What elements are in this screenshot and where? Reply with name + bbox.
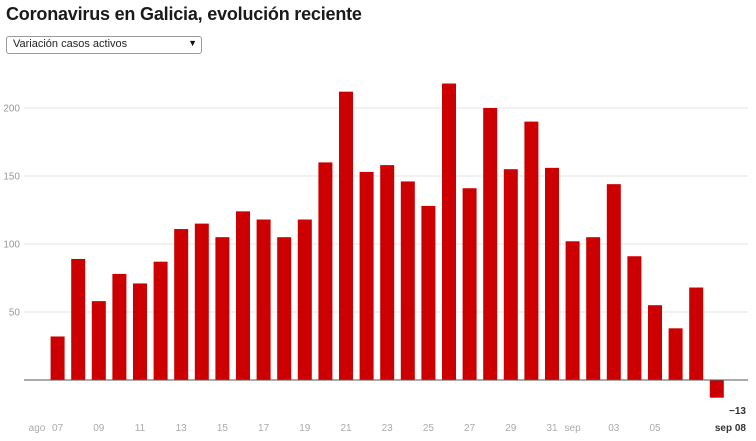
- bar-ago-27[interactable]: [462, 188, 477, 380]
- y-tick-label: 100: [3, 240, 20, 251]
- bar-sep-06[interactable]: [668, 328, 683, 380]
- x-tick-label: 11: [135, 423, 146, 434]
- bar-ago-09[interactable]: [91, 301, 106, 380]
- bars: [50, 83, 724, 398]
- x-tick-label: 13: [176, 423, 188, 434]
- x-axis-ticks: ago 07 09 11 13 15 17 19 21 23 25 27 29 31 sep 03 05 sep …: [29, 423, 747, 434]
- bar-sep-01[interactable]: [565, 241, 580, 380]
- data-labels: −13: [729, 406, 746, 417]
- bar-ago-17[interactable]: [256, 219, 271, 380]
- bar-sep-04[interactable]: [627, 256, 642, 380]
- bar-ago-20[interactable]: [318, 162, 333, 380]
- x-tick-label: 19: [299, 423, 311, 434]
- bar-sep-02[interactable]: [586, 237, 601, 380]
- x-tick-label: sep 08: [715, 423, 747, 434]
- x-tick-label: 31: [546, 423, 558, 434]
- x-tick-label: ago: [29, 423, 46, 434]
- x-tick-label: 05: [649, 423, 661, 434]
- bar-sep-03[interactable]: [606, 184, 621, 380]
- x-tick-label: 27: [464, 423, 476, 434]
- bar-ago-26[interactable]: [442, 83, 456, 381]
- x-tick-label: 09: [93, 423, 105, 434]
- y-tick-label: 50: [9, 308, 21, 319]
- bar-ago-16[interactable]: [236, 211, 250, 380]
- last-value-label: −13: [729, 406, 746, 417]
- bar-ago-22[interactable]: [359, 171, 374, 380]
- bar-ago-12[interactable]: [153, 261, 168, 380]
- y-tick-label: 150: [3, 172, 20, 183]
- x-tick-label: 21: [340, 423, 352, 434]
- x-tick-label: 25: [423, 423, 435, 434]
- x-tick-label: 03: [608, 423, 620, 434]
- bar-ago-15[interactable]: [215, 237, 230, 380]
- bar-sep-08[interactable]: [709, 380, 724, 398]
- x-tick-label: 23: [382, 423, 394, 434]
- bar-sep-05[interactable]: [648, 305, 662, 380]
- bar-ago-07[interactable]: [50, 336, 65, 380]
- bar-ago-10[interactable]: [112, 273, 127, 380]
- bar-ago-14[interactable]: [194, 223, 209, 380]
- bar-ago-25[interactable]: [421, 205, 436, 380]
- x-tick-label: sep: [565, 423, 582, 434]
- chevron-down-icon: ▼: [188, 38, 197, 48]
- x-tick-label: 17: [258, 423, 270, 434]
- x-tick-label: 29: [505, 423, 517, 434]
- bar-ago-31[interactable]: [545, 167, 559, 380]
- y-axis-ticks: 50 100 150 200: [3, 104, 20, 319]
- bar-ago-30[interactable]: [524, 121, 539, 380]
- x-tick-label: 07: [52, 423, 64, 434]
- bar-ago-28[interactable]: [483, 108, 498, 380]
- bar-ago-21[interactable]: [339, 91, 353, 381]
- bar-ago-13[interactable]: [174, 229, 189, 380]
- bar-ago-24[interactable]: [400, 181, 415, 380]
- bar-ago-19[interactable]: [297, 219, 312, 380]
- bar-sep-07[interactable]: [689, 287, 704, 380]
- x-tick-label: 15: [217, 423, 229, 434]
- bar-ago-11[interactable]: [133, 283, 147, 380]
- y-tick-label: 200: [3, 104, 20, 115]
- chart-title: Coronavirus en Galicia, evolución recien…: [6, 4, 362, 24]
- metric-select[interactable]: Variación casos activos ▼: [6, 36, 202, 54]
- bar-ago-18[interactable]: [277, 237, 292, 380]
- bar-ago-23[interactable]: [380, 165, 395, 380]
- bar-ago-29[interactable]: [503, 169, 518, 380]
- metric-select-value: Variación casos activos: [13, 38, 128, 50]
- bar-ago-08[interactable]: [71, 258, 86, 380]
